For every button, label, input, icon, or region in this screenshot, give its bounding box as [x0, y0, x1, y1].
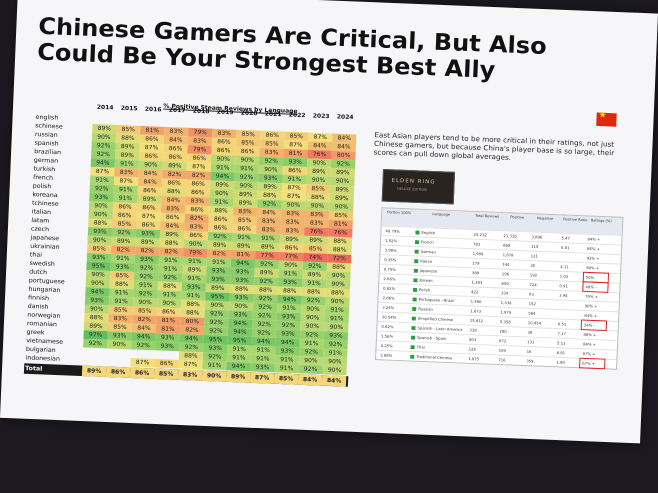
total-cell: 90%: [201, 370, 227, 382]
total-cell: 89%: [81, 365, 107, 378]
table-cell: 91%: [202, 360, 227, 371]
year-header: 2024: [336, 113, 354, 121]
table-cell: 87%: [178, 359, 203, 370]
game-subtitle: DELUXE EDITION: [397, 186, 427, 192]
year-header: 2015: [120, 104, 138, 113]
game-cover-image: ELDEN RING DELUXE EDITION: [381, 169, 456, 205]
column-header: Positive: [510, 215, 525, 220]
checkbox-icon: [410, 345, 415, 350]
checkbox-icon: [414, 240, 420, 245]
checkbox-icon: [413, 268, 418, 273]
presentation-slide: Chinese Gamers Are Critical, But Also Co…: [0, 0, 658, 444]
steam-reviews-table: Portion 100% Language Total Reviews Positiv…: [375, 207, 624, 370]
checkbox-icon: [414, 259, 419, 264]
year-header: 2019: [216, 108, 234, 117]
checkbox-icon: [412, 297, 417, 302]
slide-title: Chinese Gamers Are Critical, But Also Co…: [36, 12, 548, 84]
slide-note: East Asian players tend to be more criti…: [373, 130, 615, 162]
year-header: 2016: [144, 105, 162, 114]
highlight-box: [579, 357, 606, 370]
game-title: ELDEN RING: [391, 178, 436, 186]
total-cell: 85%: [153, 368, 179, 380]
year-header: 2023: [312, 112, 330, 121]
year-header: 2014: [96, 104, 114, 112]
total-cell: 86%: [129, 367, 155, 379]
checkbox-icon: [415, 230, 420, 235]
column-header: Ratings (%): [590, 218, 612, 224]
highlight-box: [580, 319, 608, 332]
column-header: Total Reviews: [475, 213, 500, 219]
table-cell: 359: [526, 358, 534, 364]
highlight-box: [582, 281, 609, 293]
table-cell: [106, 357, 130, 367]
table-cell: 87%: [130, 357, 155, 368]
table-cell: [82, 356, 106, 366]
table-cell: 1.99: [556, 359, 565, 365]
table-cell: 94%: [226, 361, 251, 372]
column-header: Portion 100%: [387, 210, 412, 216]
year-header: 2022: [288, 111, 306, 120]
year-header: 2017: [168, 106, 186, 115]
china-flag-icon: ★: [596, 111, 617, 127]
total-cell: 84%: [297, 374, 323, 386]
total-cell: 89%: [225, 371, 251, 383]
checkbox-icon: [412, 287, 418, 292]
checkbox-icon: [410, 354, 415, 359]
column-header: Negative: [537, 216, 554, 221]
table-cell: 716: [498, 357, 506, 363]
year-header: 2020: [240, 109, 258, 118]
checkbox-icon: [411, 326, 416, 331]
year-header: 2018: [192, 107, 210, 116]
checkbox-icon: [414, 249, 419, 254]
column-header: Positive Ratio: [563, 217, 588, 223]
total-cell: 86%: [105, 366, 131, 378]
checkbox-icon: [411, 316, 416, 321]
column-header: Language: [432, 212, 451, 217]
table-cell: 90%: [322, 365, 347, 376]
total-cell: 87%: [249, 372, 275, 384]
table-cell: 92%: [298, 364, 323, 375]
total-cell: 85%: [273, 373, 299, 385]
total-cell: 83%: [177, 369, 203, 381]
table-cell: 91%: [274, 363, 299, 374]
table-cell: 2.88%: [380, 352, 393, 358]
table-cell: 1,875: [468, 356, 480, 362]
checkbox-icon: [413, 278, 418, 283]
checkbox-icon: [412, 307, 417, 311]
checkbox-icon: [410, 335, 416, 340]
total-cell: 84%: [321, 375, 347, 387]
reviews-heatmap-table: % Positive Steam Reviews by Language 201…: [23, 102, 357, 387]
table-cell: Traditional Chinese: [416, 354, 453, 361]
table-cell: 86%: [154, 358, 179, 369]
total-label: Total: [24, 365, 43, 373]
table-cell: 93%: [250, 362, 275, 373]
year-header: 2021: [264, 110, 282, 119]
